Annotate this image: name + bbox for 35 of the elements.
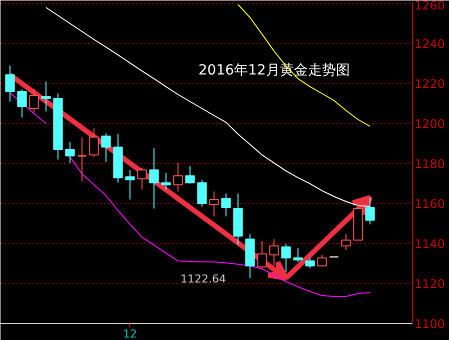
- y-tick-label: 1180: [414, 157, 446, 171]
- y-tick-label: 1240: [414, 37, 446, 51]
- candlestick: [305, 257, 315, 268]
- candlestick: [281, 244, 291, 272]
- candlestick: [221, 193, 231, 217]
- candlestick: [65, 142, 75, 164]
- y-tick-label: 1140: [414, 237, 446, 251]
- y-tick-label: 1120: [414, 277, 446, 291]
- candlestick: [197, 179, 207, 207]
- candlestick: [257, 240, 267, 270]
- annotation: 1122.64: [180, 272, 226, 286]
- y-tick-label: 1100: [414, 317, 446, 331]
- y-tick-label: 1220: [414, 77, 446, 91]
- candlestick: [29, 88, 39, 113]
- candlestick: [209, 191, 219, 217]
- candlestick: [149, 148, 159, 209]
- y-tick-label: 1200: [414, 117, 446, 131]
- candlestick: [125, 169, 135, 200]
- candlestick: [41, 81, 51, 112]
- x-tick-label: 12: [122, 328, 137, 340]
- candlestick: [317, 254, 327, 266]
- candlestick: [173, 162, 183, 192]
- candlestick: [17, 89, 27, 118]
- candlestick: [161, 172, 171, 190]
- candlestick: [185, 165, 195, 184]
- candlestick: [365, 197, 375, 225]
- candlestick: [89, 128, 99, 158]
- candlestick: [101, 132, 111, 162]
- candlestick: [137, 167, 147, 190]
- y-tick-label: 1260: [414, 0, 446, 12]
- candlestick: [5, 65, 15, 102]
- candlestick: [76, 137, 88, 182]
- candlestick: [293, 248, 303, 262]
- candlestick: [341, 234, 351, 250]
- y-tick-label: 1160: [414, 197, 446, 211]
